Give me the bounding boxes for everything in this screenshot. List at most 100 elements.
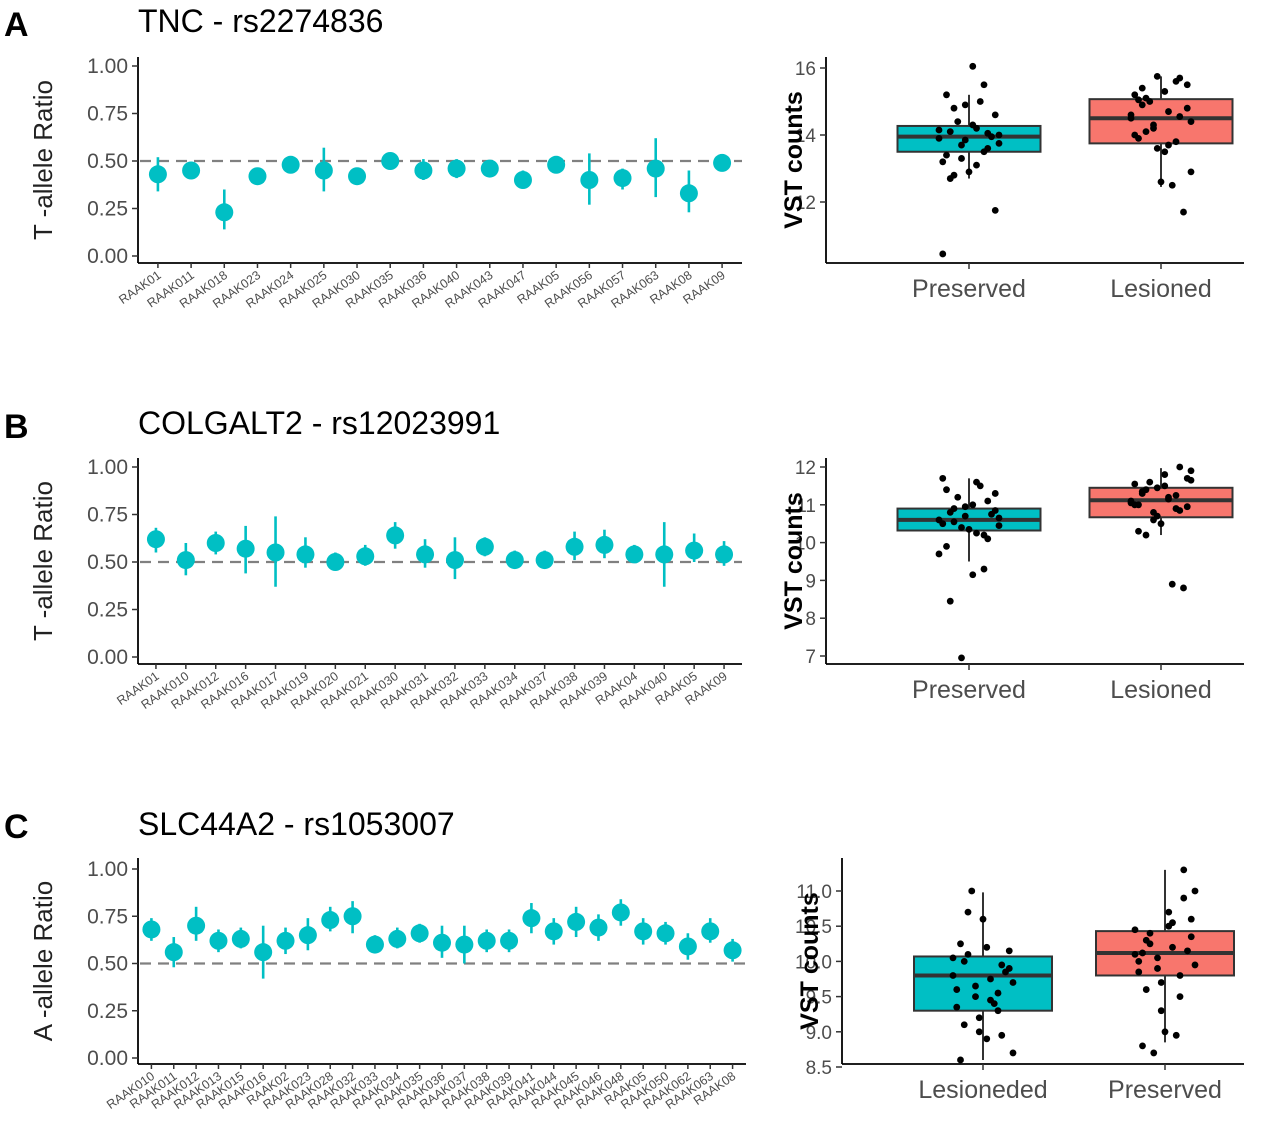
jitter-point (969, 62, 977, 70)
data-point (386, 526, 405, 545)
data-point (433, 933, 451, 952)
jitter-point (1009, 979, 1017, 986)
jitter-point (1187, 118, 1195, 125)
jitter-point (960, 1021, 968, 1029)
jitter-point (994, 989, 1002, 997)
jitter-point (1157, 520, 1165, 528)
jitter-point (943, 151, 950, 159)
jitter-point (950, 518, 958, 526)
y-tick-label: 0.00 (87, 245, 128, 268)
y-tick-label: 7 (805, 647, 816, 668)
data-point (646, 159, 665, 178)
data-point (475, 537, 494, 556)
data-point (164, 943, 183, 962)
jitter-point (1153, 145, 1161, 152)
jitter-point (976, 482, 984, 490)
jitter-point (983, 1035, 991, 1043)
y-axis-label: VST counts (796, 892, 824, 1030)
jitter-point (1183, 503, 1191, 511)
jitter-point (1146, 940, 1154, 948)
jitter-point (1135, 527, 1142, 535)
data-point (231, 929, 250, 948)
data-point (535, 551, 554, 570)
data-point (715, 545, 734, 564)
jitter-point (1161, 482, 1169, 490)
jitter-point (1127, 111, 1135, 119)
jitter-point (939, 250, 947, 258)
jitter-point (1176, 507, 1184, 514)
data-point (477, 931, 496, 950)
box-second (1088, 98, 1234, 145)
jitter-point (995, 139, 1003, 147)
jitter-point (972, 993, 979, 1000)
jitter-point (1135, 134, 1142, 142)
panel-letter-B: B (4, 408, 29, 446)
jitter-point (1139, 949, 1146, 957)
data-point (215, 203, 234, 222)
jitter-point (1172, 491, 1180, 499)
data-point (678, 937, 697, 956)
y-tick-label: 0.50 (87, 551, 128, 574)
jitter-point (1165, 141, 1172, 149)
jitter-point (1187, 933, 1195, 941)
data-point (182, 161, 201, 180)
jitter-point (991, 490, 999, 497)
data-point (236, 539, 255, 558)
jitter-point (972, 982, 979, 990)
data-point (276, 931, 295, 950)
y-tick-label: 8 (805, 609, 816, 630)
data-point (343, 907, 362, 926)
jitter-point (1161, 1028, 1169, 1036)
y-tick-label: 12 (795, 193, 816, 214)
jitter-point (1142, 128, 1150, 136)
jitter-point (1176, 113, 1184, 120)
data-point (625, 545, 644, 564)
data-point (679, 184, 698, 203)
jitter-point (1169, 919, 1176, 927)
x-tick-label: Lesioned (1110, 275, 1211, 303)
jitter-point (1172, 138, 1180, 146)
jitter-point (953, 986, 961, 993)
data-point (655, 545, 674, 564)
jitter-point (987, 975, 994, 983)
jitter-point (958, 524, 965, 531)
data-point (254, 943, 273, 962)
y-tick-label: 10.5 (795, 917, 832, 938)
jitter-point (1191, 961, 1199, 969)
jitter-point (1168, 580, 1176, 588)
jitter-point (1187, 476, 1195, 484)
data-point (365, 935, 384, 954)
jitter-point (954, 493, 962, 501)
panel-title: COLGALT2 - rs12023991 (138, 405, 500, 441)
data-point (348, 167, 367, 186)
x-tick-label: Preserved (1108, 1076, 1222, 1104)
data-point (701, 922, 720, 941)
data-point (142, 920, 161, 939)
jitter-point (939, 520, 947, 528)
jitter-point (946, 128, 954, 136)
data-point (500, 931, 519, 950)
data-point (206, 534, 225, 552)
y-tick-label: 1.00 (87, 456, 128, 479)
jitter-point (954, 118, 962, 125)
data-point (656, 924, 675, 943)
jitter-point (1150, 516, 1157, 524)
jitter-point (965, 525, 973, 533)
jitter-point (995, 514, 1003, 522)
jitter-point (1180, 584, 1187, 592)
jitter-point (995, 131, 1003, 139)
data-point (388, 929, 407, 948)
jitter-point (1135, 968, 1143, 976)
data-point (611, 903, 630, 922)
jitter-point (1139, 1042, 1146, 1050)
jitter-point (984, 535, 992, 543)
jitter-point (943, 542, 950, 550)
data-point (209, 931, 228, 950)
jitter-point (994, 1007, 1002, 1015)
jitter-point (973, 124, 980, 132)
jitter-point (998, 1031, 1006, 1039)
jitter-point (958, 155, 965, 162)
data-point (176, 551, 195, 570)
jitter-point (1176, 972, 1184, 979)
